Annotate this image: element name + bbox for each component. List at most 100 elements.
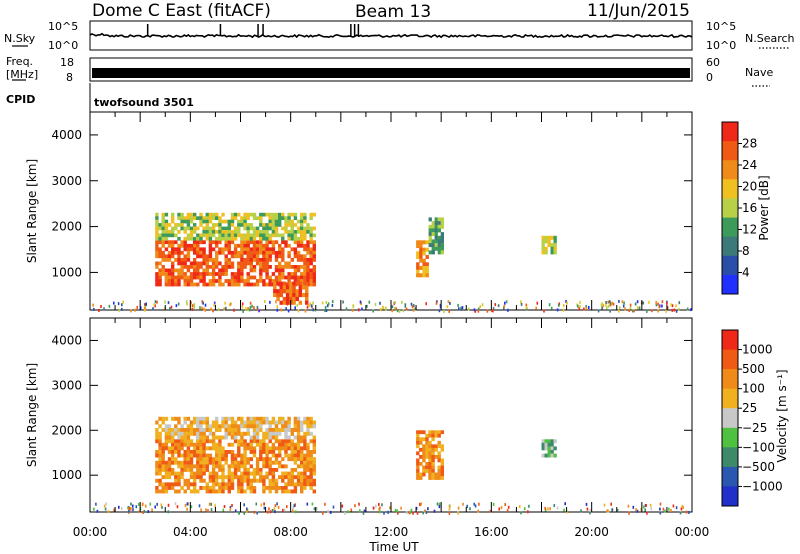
heatmap-cell [664, 509, 666, 513]
heatmap-cell [158, 489, 162, 494]
heatmap-cell [550, 453, 554, 458]
heatmap-cell [284, 420, 288, 425]
heatmap-cell [282, 289, 287, 294]
heatmap-cell [224, 450, 228, 454]
noise-top-left-tick: 10^5 [48, 20, 78, 33]
heatmap-cell [278, 212, 282, 217]
heatmap-cell [428, 451, 432, 456]
heatmap-cell [300, 230, 304, 234]
heatmap-cell [211, 261, 216, 266]
heatmap-cell [562, 308, 565, 312]
heatmap-cell [196, 226, 200, 231]
heatmap-cell [237, 424, 241, 429]
heatmap-cell [164, 233, 169, 238]
heatmap-cell [224, 254, 228, 259]
heatmap-cell [107, 510, 110, 514]
heatmap-cell [224, 247, 228, 252]
heatmap-cell [492, 309, 494, 313]
heatmap-cell [300, 446, 304, 451]
heatmap-cell [263, 506, 266, 510]
heatmap-cell [259, 212, 263, 217]
heatmap-cell [550, 446, 554, 451]
heatmap-cell [196, 268, 200, 273]
heatmap-cell [271, 250, 276, 255]
heatmap-cell [243, 442, 247, 447]
heatmap-cell [440, 465, 444, 470]
heatmap-cell [167, 301, 170, 305]
heatmap-cell [416, 472, 420, 477]
heatmap-cell [262, 258, 266, 262]
heatmap-cell [262, 261, 266, 266]
heatmap-cell [271, 453, 276, 458]
heatmap-cell [309, 272, 313, 276]
heatmap-cell [174, 424, 178, 429]
heatmap-cell [431, 243, 435, 248]
heatmap-cell [199, 272, 203, 276]
heatmap-cell [281, 247, 285, 252]
heatmap-cell [255, 478, 260, 483]
heatmap-cell [161, 442, 165, 447]
heatmap-cell [541, 442, 545, 447]
heatmap-cell [419, 247, 423, 252]
heatmap-cell [437, 476, 441, 480]
heatmap-cell [289, 285, 293, 290]
heatmap-cell [161, 226, 165, 231]
heatmap-cell [422, 266, 426, 270]
heatmap-cell [158, 450, 162, 454]
heatmap-cell [227, 478, 231, 483]
heatmap-cell [246, 446, 250, 451]
heatmap-cell [143, 509, 146, 513]
heatmap-cell [230, 486, 235, 490]
heatmap-cell [199, 223, 203, 227]
heatmap-cell [271, 230, 276, 234]
heatmap-cell [189, 282, 194, 287]
heatmap-cell [682, 506, 684, 509]
heatmap-cell [186, 486, 191, 490]
freq-top-tick: 18 [60, 56, 74, 69]
heatmap-cell [215, 482, 219, 487]
heatmap-cell [283, 508, 286, 512]
heatmap-cell [199, 453, 203, 458]
heatmap-cell [249, 282, 253, 287]
heatmap-cell [202, 230, 206, 234]
heatmap-cell [271, 431, 276, 436]
heatmap-cell [271, 446, 276, 451]
heatmap-cell [205, 435, 209, 440]
heatmap-cell [144, 308, 146, 312]
heatmap-cell [265, 416, 269, 421]
heatmap-cell [246, 420, 250, 425]
heatmap-cell [240, 216, 244, 220]
heatmap-cell [461, 306, 464, 310]
heatmap-cell [440, 430, 444, 435]
heatmap-cell [381, 503, 383, 507]
heatmap-cell [312, 247, 316, 252]
heatmap-cell [211, 275, 216, 280]
heatmap-cell [218, 446, 222, 451]
heatmap-cell [265, 243, 269, 248]
heatmap-cell [237, 226, 241, 231]
heatmap-cell [310, 304, 313, 308]
heatmap-cell [262, 243, 266, 248]
heatmap-cell [312, 424, 316, 429]
heatmap-cell [312, 301, 314, 305]
heatmap-cell [520, 300, 522, 304]
heatmap-cell [434, 239, 438, 244]
heatmap-cell [196, 435, 200, 440]
heatmap-cell [416, 255, 420, 259]
heatmap-cell [205, 272, 209, 276]
heatmap-cell [271, 442, 276, 447]
heatmap-cell [629, 303, 632, 307]
heatmap-cell [306, 442, 310, 447]
heatmap-cell [303, 416, 307, 421]
heatmap-cell [309, 268, 313, 273]
heatmap-cell [298, 289, 303, 294]
heatmap-cell [104, 507, 107, 511]
heatmap-cell [252, 230, 257, 234]
heatmap-cell [306, 428, 310, 432]
heatmap-cell [202, 247, 206, 252]
heatmap-cell [547, 453, 551, 458]
heatmap-cell [224, 416, 228, 421]
heatmap-cell [240, 250, 244, 255]
velocity-colorbar-cells [722, 330, 738, 507]
heatmap-cell [306, 478, 310, 483]
